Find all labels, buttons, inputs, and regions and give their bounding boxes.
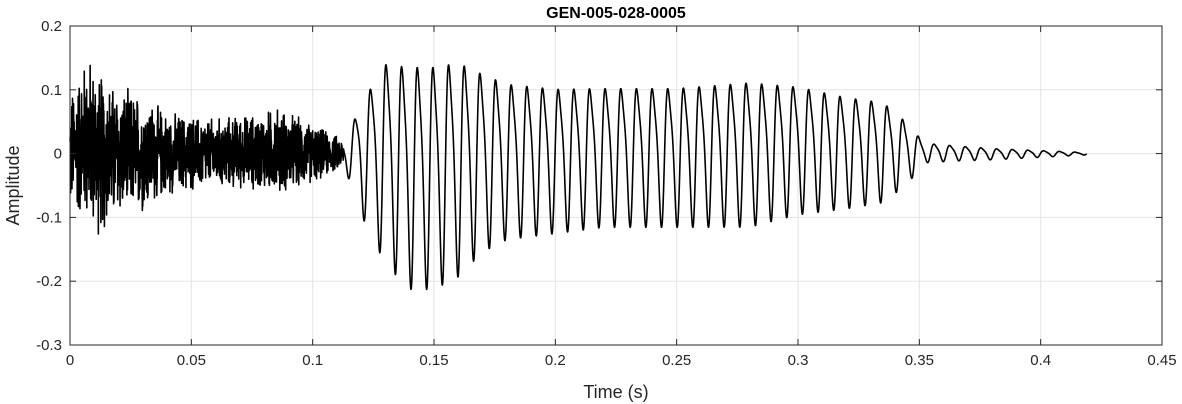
x-tick-label: 0.45: [1147, 352, 1176, 369]
y-tick-label: -0.1: [36, 209, 62, 226]
y-tick-label: 0: [54, 146, 62, 163]
x-tick-label: 0: [66, 352, 74, 369]
x-tick-labels: 0 0.05 0.1 0.15 0.2 0.25 0.3 0.35 0.4 0.45: [66, 352, 1177, 369]
x-tick-label: 0.3: [788, 352, 809, 369]
x-tick-label: 0.25: [662, 352, 691, 369]
x-tick-label: 0.4: [1030, 352, 1051, 369]
chart-title: GEN-005-028-0005: [546, 5, 686, 22]
series-line: [69, 63, 1088, 291]
x-tick-label: 0.35: [905, 352, 934, 369]
y-tick-label: 0.2: [41, 18, 62, 35]
axis-ticks: [69, 25, 1163, 346]
x-tick-label: 0.05: [177, 352, 206, 369]
y-axis-label: Amplitude: [3, 145, 23, 225]
y-tick-label: -0.3: [36, 337, 62, 354]
x-axis-label: Time (s): [583, 382, 648, 402]
x-tick-label: 0.1: [302, 352, 323, 369]
y-tick-label: 0.1: [41, 82, 62, 99]
x-tick-label: 0.15: [419, 352, 448, 369]
signal-trace: [69, 63, 1088, 291]
y-tick-label: -0.2: [36, 273, 62, 290]
y-tick-labels: -0.3 -0.2 -0.1 0 0.1 0.2: [36, 18, 62, 354]
x-tick-label: 0.2: [545, 352, 566, 369]
plot-box: [69, 25, 1163, 346]
